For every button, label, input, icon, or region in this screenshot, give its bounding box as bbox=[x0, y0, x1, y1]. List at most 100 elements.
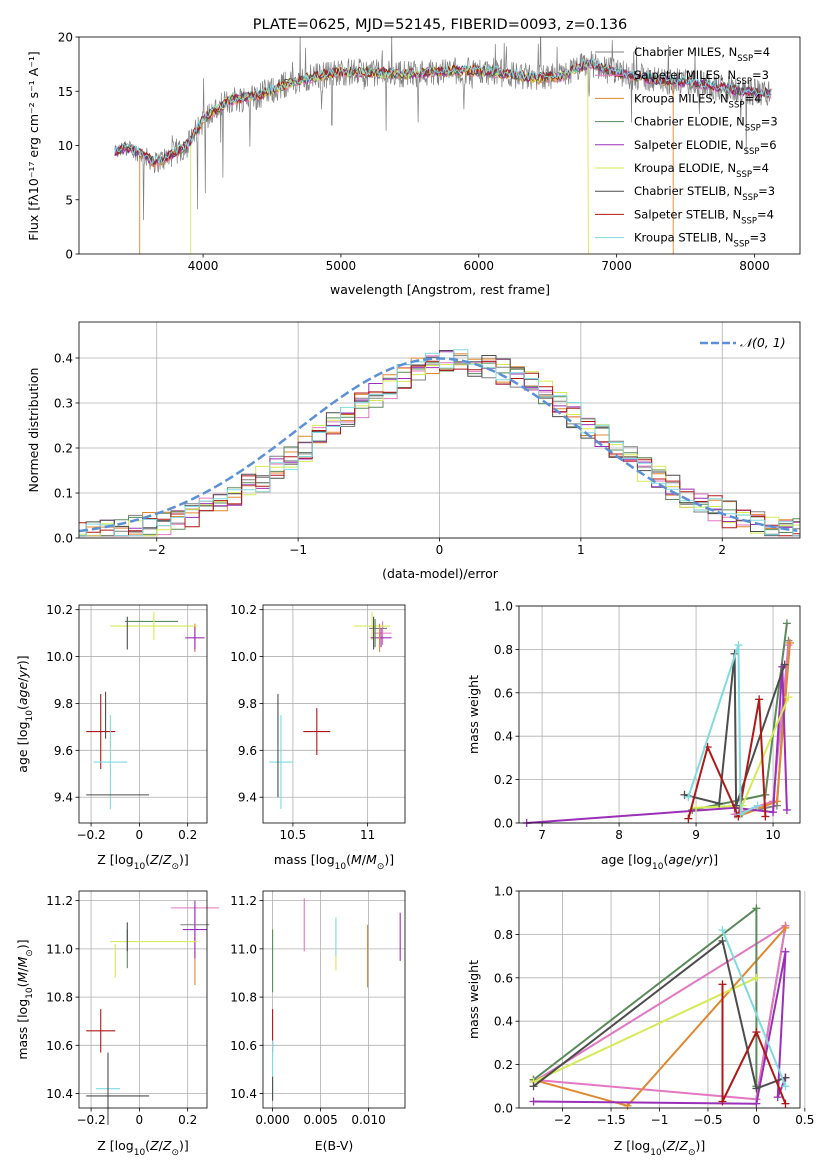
label-part: 10 bbox=[134, 1148, 146, 1158]
errorbars-mass_vs_ebv bbox=[272, 898, 401, 1101]
label-part: ( bbox=[15, 983, 30, 988]
label-part: Z bbox=[149, 852, 159, 867]
label-part: Z bbox=[666, 1138, 676, 1153]
errorbar-point bbox=[303, 708, 331, 756]
errorbar-point bbox=[86, 1009, 116, 1053]
y-tick-label: 9.8 bbox=[238, 697, 257, 711]
label-part: )] bbox=[179, 1138, 189, 1153]
x-tick-label: 10.5 bbox=[280, 828, 307, 842]
x-tick-label: −1 bbox=[651, 1113, 669, 1127]
y-tick-label: 0.6 bbox=[494, 971, 513, 985]
x-tick-label: 6000 bbox=[464, 259, 495, 273]
legend-entry: 𝒩(0, 1) bbox=[740, 335, 786, 350]
y-tick-label: 0.3 bbox=[54, 397, 73, 411]
label-part: ( bbox=[662, 1138, 667, 1153]
legend-text: =3 bbox=[761, 115, 778, 129]
legend-entry: Chabrier STELIB, NSSP=3 bbox=[634, 184, 775, 203]
x-tick-label: −0.2 bbox=[77, 1113, 106, 1127]
legend-entry: Kroupa STELIB, NSSP=3 bbox=[634, 231, 766, 250]
x-tick-label: −0.5 bbox=[693, 1113, 722, 1127]
legend-entry: Salpeter STELIB, NSSP=4 bbox=[634, 207, 774, 226]
x-tick-label: 0 bbox=[436, 543, 444, 557]
weight-marker bbox=[782, 805, 791, 814]
plot-frame bbox=[78, 890, 208, 1109]
x-tick-label: −0.2 bbox=[77, 828, 106, 842]
y-tick-label: 10.4 bbox=[46, 1087, 73, 1101]
label-part: ( bbox=[663, 852, 668, 867]
legend-text: Salpeter STELIB, N bbox=[634, 207, 741, 221]
y-tick-label: 0.8 bbox=[494, 928, 513, 942]
x-axis-label: age [log10(age/yr)] bbox=[601, 852, 718, 872]
x-tick-label: 0.5 bbox=[795, 1113, 814, 1127]
y-tick-label: 9.6 bbox=[238, 744, 257, 758]
normal-curve bbox=[79, 357, 798, 533]
legend-entry: Kroupa MILES, NSSP=4 bbox=[634, 91, 761, 110]
y-tick-label: 0.4 bbox=[494, 1015, 513, 1029]
y-axis-label: Normed distribution bbox=[26, 368, 41, 493]
legend-text: =4 bbox=[757, 207, 774, 221]
weight-marker bbox=[761, 812, 770, 821]
y-tick-label: 5 bbox=[65, 193, 73, 207]
weight-marker bbox=[684, 814, 693, 823]
plot-frame bbox=[262, 890, 406, 1109]
label-part: )] bbox=[179, 852, 189, 867]
weight-line bbox=[687, 644, 759, 816]
x-tick-label: 0 bbox=[753, 1113, 761, 1127]
x-tick-label: −2 bbox=[148, 543, 166, 557]
x-axis-label: Z [log10(Z/Z⊙)] bbox=[97, 852, 189, 872]
label-part: M bbox=[15, 956, 30, 967]
y-tick-label: 1.0 bbox=[494, 600, 513, 614]
weight-marker bbox=[718, 980, 727, 989]
y-tick-label: 0.2 bbox=[494, 773, 513, 787]
label-part: / bbox=[15, 677, 30, 682]
label-part: )] bbox=[15, 939, 30, 949]
weight-marker bbox=[752, 1084, 761, 1093]
plot-frame bbox=[78, 604, 208, 824]
legend-entry: Kroupa ELODIE, NSSP=4 bbox=[634, 161, 769, 180]
legend-text: =3 bbox=[758, 184, 775, 198]
label-part: 10 bbox=[652, 862, 664, 872]
y-tick-label: 0.2 bbox=[494, 1058, 513, 1072]
plot-frame bbox=[518, 605, 801, 824]
legend-text: SSP bbox=[734, 240, 750, 250]
errorbar-point bbox=[354, 612, 391, 641]
label-part: Z bbox=[149, 1138, 159, 1153]
label-part: ( bbox=[346, 852, 351, 867]
label-part: ( bbox=[15, 705, 30, 710]
y-tick-label: 0.6 bbox=[494, 686, 513, 700]
label-part: / bbox=[159, 852, 164, 867]
plot-frame bbox=[78, 36, 801, 255]
x-tick-label: 11 bbox=[360, 828, 375, 842]
legend-text: Chabrier MILES, N bbox=[634, 45, 737, 59]
weight-marker bbox=[784, 693, 793, 702]
y-tick-label: 15 bbox=[58, 85, 73, 99]
model-line-kroupa-stelib bbox=[114, 57, 772, 166]
weight-marker bbox=[718, 926, 727, 935]
y-tick-label: 20 bbox=[58, 31, 73, 45]
label-part: 10 bbox=[134, 862, 146, 872]
weight-marker bbox=[752, 904, 761, 913]
errorbar-point bbox=[185, 626, 205, 650]
y-axis-label: mass weight bbox=[466, 960, 481, 1039]
label-part: Z bbox=[162, 1138, 172, 1153]
weight-lines-massweight_vs_age bbox=[522, 619, 794, 827]
axes-mass_vs_ebv: 0.000 0.005 0.010 10.4 10.6 10.8 11.0 11.2 bbox=[230, 891, 405, 1127]
y-axis-label: mass weight bbox=[466, 675, 481, 754]
legend-text: SSP bbox=[737, 54, 753, 64]
y-tick-label: 11.0 bbox=[230, 942, 257, 956]
weight-marker bbox=[715, 799, 724, 808]
legend-entry: Salpeter ELODIE, NSSP=6 bbox=[634, 138, 777, 157]
y-tick-label: 10.2 bbox=[46, 603, 73, 617]
y-tick-label: 0.1 bbox=[54, 487, 73, 501]
label-part: 10 bbox=[335, 862, 347, 872]
y-tick-label: 0.0 bbox=[494, 817, 513, 831]
x-axis-label: (data-model)/error bbox=[382, 566, 499, 581]
legend-text: Chabrier ELODIE, N bbox=[634, 115, 745, 129]
legend-text: SSP bbox=[736, 170, 752, 180]
legend-text: Kroupa STELIB, N bbox=[634, 231, 734, 245]
legend-text: Kroupa ELODIE, N bbox=[634, 161, 736, 175]
weight-marker bbox=[753, 801, 762, 810]
x-tick-label: 8000 bbox=[739, 259, 770, 273]
legend-text: SSP bbox=[736, 77, 752, 87]
